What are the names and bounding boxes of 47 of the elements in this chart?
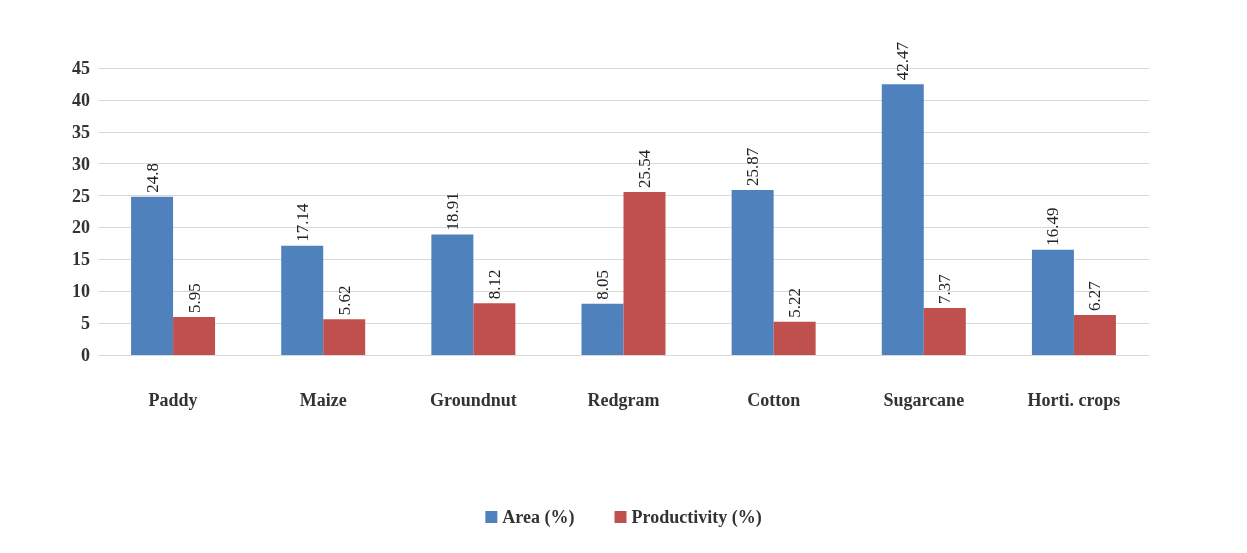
y-tick-label: 5 (81, 313, 90, 334)
bar (323, 319, 366, 355)
y-tick-label: 0 (81, 345, 90, 365)
y-tick-label: 10 (72, 281, 90, 302)
x-tick-label: Sugarcane (883, 390, 965, 410)
y-tick-label: 30 (72, 153, 90, 174)
bar (881, 84, 924, 355)
data-label: 7.37 (935, 273, 955, 304)
data-label: 6.27 (1085, 280, 1105, 312)
x-tick-label: Cotton (747, 390, 801, 410)
data-label: 8.05 (593, 269, 612, 300)
bar (773, 321, 816, 355)
bar (1031, 249, 1074, 355)
data-label: 8.12 (484, 269, 504, 300)
bar (473, 303, 516, 355)
legend-label: Area (%) (502, 507, 575, 528)
bar (281, 245, 324, 355)
data-label: 25.54 (635, 149, 654, 189)
data-label: 25.87 (743, 147, 763, 187)
y-tick-label: 45 (72, 58, 90, 78)
x-tick-label: Horti. crops (1027, 390, 1121, 410)
data-label: 5.62 (334, 285, 354, 316)
bar (923, 308, 966, 355)
legend-label: Productivity (%) (631, 507, 762, 528)
y-tick-label: 40 (72, 89, 90, 110)
data-label: 24.8 (142, 163, 162, 193)
x-tick-label: Paddy (148, 390, 198, 410)
data-label: 5.22 (785, 287, 805, 318)
y-tick-label: 25 (72, 185, 90, 206)
bar (173, 317, 216, 355)
x-tick-label: Groundnut (430, 390, 517, 410)
data-label: 17.14 (292, 202, 312, 242)
bar (623, 192, 666, 355)
x-tick-label: Maize (299, 390, 347, 410)
y-tick-label: 35 (72, 121, 90, 142)
bar (131, 196, 174, 355)
bar (581, 303, 624, 355)
y-tick-label: 20 (72, 217, 90, 238)
y-tick-label: 15 (72, 249, 90, 270)
data-label: 18.91 (442, 192, 462, 231)
data-label: 5.95 (184, 283, 204, 314)
x-tick-label: Redgram (587, 390, 660, 410)
bar (731, 190, 774, 355)
data-label: 16.49 (1043, 207, 1063, 246)
bar (431, 234, 474, 355)
bar (1073, 315, 1116, 355)
data-label: 42.47 (893, 41, 913, 81)
